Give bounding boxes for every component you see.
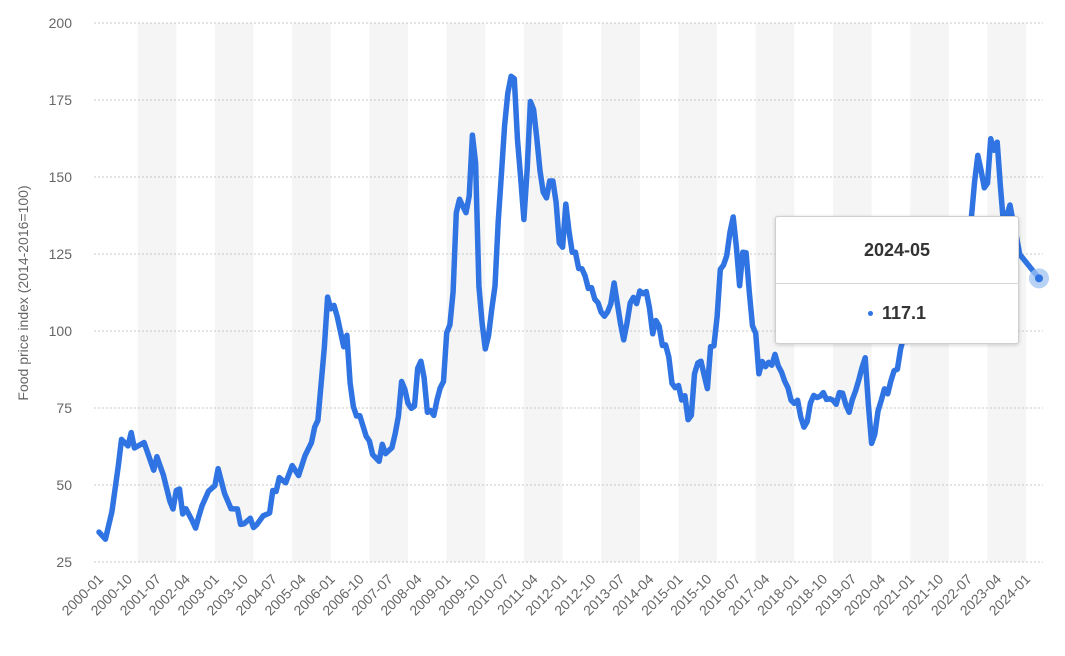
y-tick-label: 75 xyxy=(56,400,72,416)
highlight-marker[interactable] xyxy=(1035,274,1043,283)
series-dot-icon xyxy=(867,311,873,316)
y-tick-label: 125 xyxy=(49,246,73,262)
year-band xyxy=(601,23,640,562)
year-band xyxy=(137,23,177,562)
y-tick-label: 100 xyxy=(49,323,73,339)
series-line[interactable] xyxy=(96,73,1042,542)
tooltip: 2024-05 117.1 xyxy=(775,216,1019,344)
year-band xyxy=(678,23,718,562)
y-tick-label: 150 xyxy=(49,169,73,185)
tooltip-value: 117.1 xyxy=(881,303,927,323)
year-band xyxy=(292,23,331,562)
y-tick-label: 200 xyxy=(49,15,73,31)
y-axis-label: Food price index (2014-2016=100) xyxy=(15,185,31,400)
y-axis-ticks: 200 175 150 125 100 75 50 25 xyxy=(49,15,73,570)
y-tick-label: 175 xyxy=(49,92,73,108)
tooltip-value-row: 117.1 xyxy=(776,284,1018,343)
x-axis-ticks: 2000-012000-102001-072002-042003-012003-… xyxy=(58,571,1033,619)
tooltip-date: 2024-05 xyxy=(776,217,1018,284)
y-tick-label: 50 xyxy=(56,477,72,493)
y-tick-label: 25 xyxy=(56,554,72,570)
year-band xyxy=(369,23,409,562)
